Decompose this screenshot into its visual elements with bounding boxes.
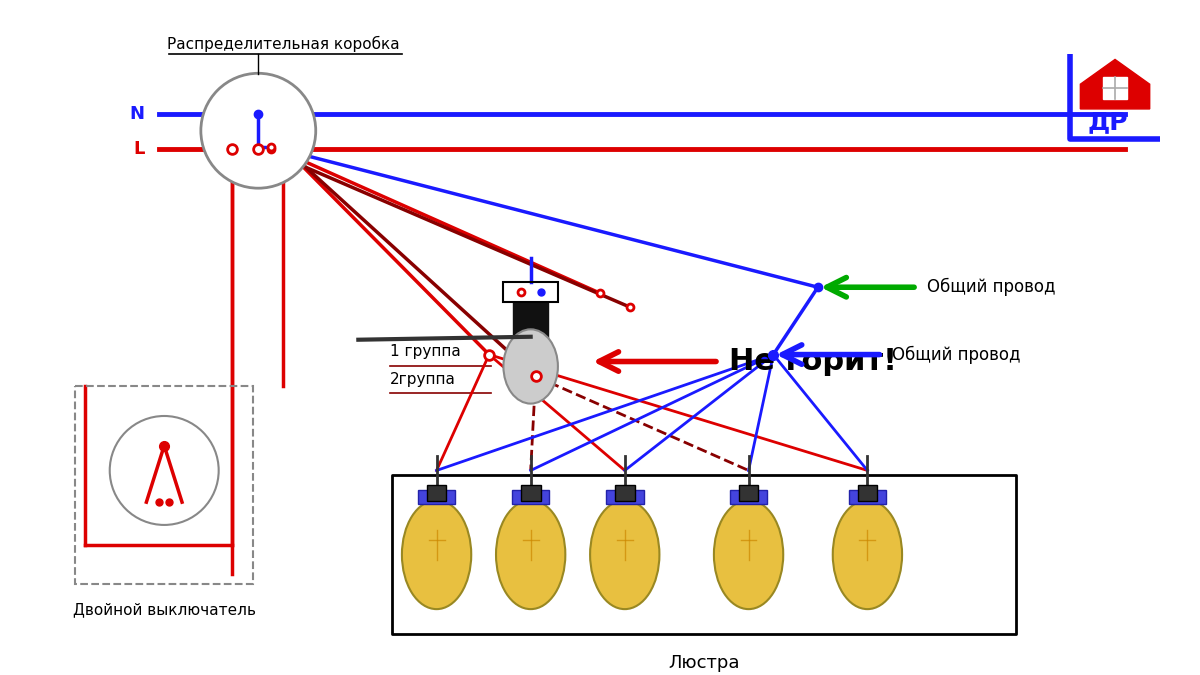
Text: 1 группа: 1 группа	[390, 344, 461, 359]
Ellipse shape	[504, 329, 558, 404]
Bar	[512, 490, 550, 504]
Bar	[858, 485, 877, 501]
Ellipse shape	[590, 500, 660, 609]
Text: N: N	[130, 105, 144, 123]
Text: Распределительная коробка: Распределительная коробка	[167, 35, 400, 51]
Text: Общий провод: Общий провод	[926, 278, 1055, 296]
Text: 2группа: 2группа	[390, 372, 456, 387]
Bar	[392, 475, 1016, 634]
Bar	[418, 490, 455, 504]
Bar	[614, 485, 635, 501]
Bar	[606, 490, 643, 504]
Ellipse shape	[833, 500, 902, 609]
Text: L: L	[133, 140, 144, 157]
Text: ДР: ДР	[1087, 110, 1128, 134]
Bar	[76, 386, 253, 585]
Polygon shape	[1080, 59, 1150, 109]
Circle shape	[200, 74, 316, 188]
Ellipse shape	[496, 500, 565, 609]
Bar	[521, 485, 540, 501]
Text: Люстра: Люстра	[668, 653, 739, 672]
Bar	[512, 302, 548, 340]
Text: Двойной выключатель: Двойной выключатель	[73, 602, 256, 617]
Circle shape	[109, 416, 218, 525]
Text: Не горит!: Не горит!	[728, 347, 896, 376]
Bar	[730, 490, 767, 504]
Bar	[427, 485, 446, 501]
Bar	[848, 490, 887, 504]
Bar	[739, 485, 758, 501]
Ellipse shape	[714, 500, 784, 609]
Bar	[503, 282, 558, 302]
Bar	[1103, 77, 1127, 99]
Ellipse shape	[402, 500, 472, 609]
Text: Общий провод: Общий провод	[892, 346, 1021, 364]
